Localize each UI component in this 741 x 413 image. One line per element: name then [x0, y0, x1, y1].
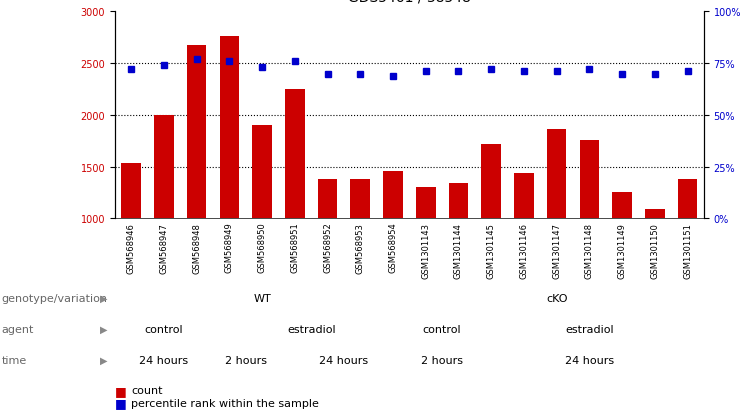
- Text: ▶: ▶: [100, 324, 107, 335]
- Text: ■: ■: [115, 396, 127, 409]
- Text: WT: WT: [253, 293, 271, 304]
- Text: GSM568954: GSM568954: [388, 222, 397, 273]
- Text: GSM1301143: GSM1301143: [422, 222, 431, 278]
- Text: GSM568946: GSM568946: [127, 222, 136, 273]
- Text: cKO: cKO: [546, 293, 568, 304]
- Text: GSM568948: GSM568948: [192, 222, 201, 273]
- Text: time: time: [1, 355, 27, 366]
- Text: 24 hours: 24 hours: [139, 355, 188, 366]
- Bar: [514, 173, 534, 219]
- Text: ▶: ▶: [100, 293, 107, 304]
- Text: GSM1301145: GSM1301145: [487, 222, 496, 278]
- Bar: [154, 116, 173, 219]
- Text: GSM1301150: GSM1301150: [651, 222, 659, 278]
- Text: count: count: [131, 385, 163, 395]
- Text: GSM568950: GSM568950: [258, 222, 267, 273]
- Text: 2 hours: 2 hours: [225, 355, 267, 366]
- Bar: [678, 180, 697, 219]
- Bar: [579, 140, 599, 219]
- Text: agent: agent: [1, 324, 34, 335]
- Text: estradiol: estradiol: [287, 324, 336, 335]
- Text: 24 hours: 24 hours: [319, 355, 368, 366]
- Text: percentile rank within the sample: percentile rank within the sample: [131, 398, 319, 408]
- Bar: [448, 184, 468, 219]
- Text: estradiol: estradiol: [565, 324, 614, 335]
- Text: 24 hours: 24 hours: [565, 355, 614, 366]
- Text: GDS5461 / 38548: GDS5461 / 38548: [348, 0, 471, 4]
- Bar: [612, 192, 632, 219]
- Text: 2 hours: 2 hours: [421, 355, 463, 366]
- Bar: [547, 130, 566, 219]
- Text: genotype/variation: genotype/variation: [1, 293, 107, 304]
- Bar: [645, 210, 665, 219]
- Bar: [383, 171, 403, 219]
- Bar: [219, 37, 239, 219]
- Text: GSM1301147: GSM1301147: [552, 222, 561, 278]
- Text: ▶: ▶: [100, 355, 107, 366]
- Text: GSM1301148: GSM1301148: [585, 222, 594, 278]
- Text: GSM1301146: GSM1301146: [519, 222, 528, 278]
- Text: GSM568947: GSM568947: [159, 222, 168, 273]
- Bar: [350, 180, 370, 219]
- Text: control: control: [144, 324, 183, 335]
- Bar: [122, 163, 141, 219]
- Text: GSM568949: GSM568949: [225, 222, 234, 273]
- Text: GSM568953: GSM568953: [356, 222, 365, 273]
- Bar: [318, 180, 337, 219]
- Text: ■: ■: [115, 384, 127, 397]
- Bar: [416, 188, 436, 219]
- Text: GSM1301149: GSM1301149: [618, 222, 627, 278]
- Bar: [482, 145, 501, 219]
- Bar: [252, 126, 272, 219]
- Text: GSM1301151: GSM1301151: [683, 222, 692, 278]
- Text: GSM568952: GSM568952: [323, 222, 332, 273]
- Text: GSM1301144: GSM1301144: [454, 222, 463, 278]
- Text: GSM568951: GSM568951: [290, 222, 299, 273]
- Bar: [285, 90, 305, 219]
- Bar: [187, 45, 207, 219]
- Text: control: control: [423, 324, 462, 335]
